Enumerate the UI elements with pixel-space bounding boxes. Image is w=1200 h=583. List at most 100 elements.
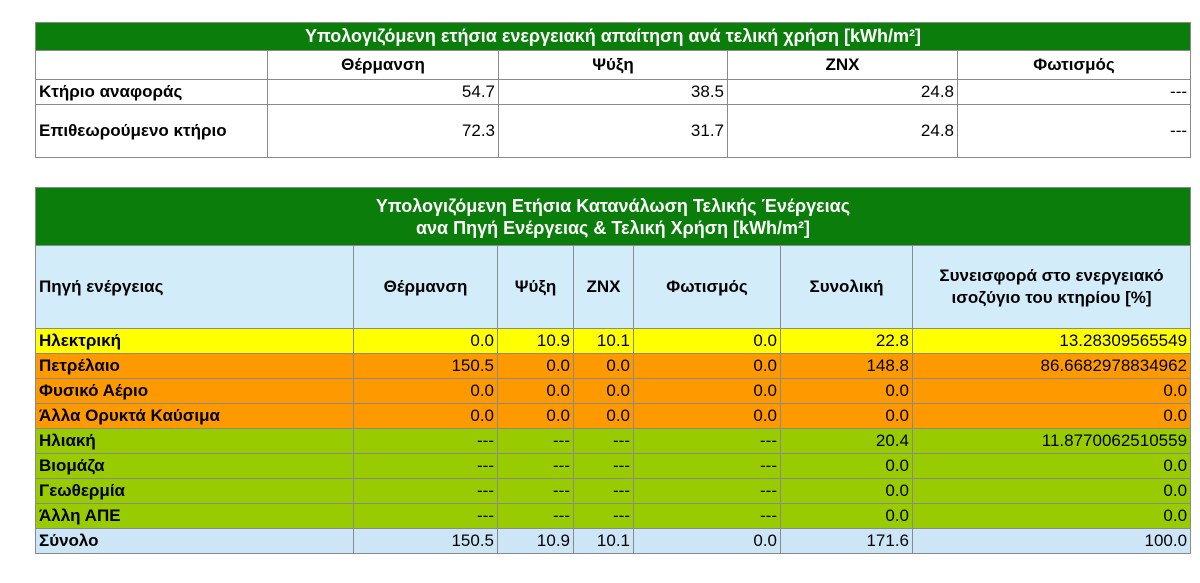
value-cell: 0.0 (497, 378, 574, 404)
value-cell: 11.8770062510559 (911, 428, 1192, 454)
value-cell: --- (497, 503, 574, 529)
column-header: Θέρμανση (353, 245, 498, 329)
value-cell: 86.6682978834962 (911, 353, 1192, 379)
value-cell: 171.6 (780, 528, 913, 554)
value-cell: --- (633, 478, 781, 504)
value-cell: --- (353, 478, 498, 504)
column-header: ZNX (727, 50, 958, 80)
table-row: Πετρέλαιο 150.5 0.0 0.0 0.0 148.8 86.668297883… (35, 353, 1192, 379)
title-line: Υπολογιζόμενη Ετήσια Κατανάλωση Τελικής … (375, 195, 851, 216)
row-label: Βιομάζα (35, 453, 354, 479)
energy-consumption-table: Υπολογιζόμενη Ετήσια Κατανάλωση Τελικής … (34, 187, 1192, 554)
corner-cell (35, 50, 268, 80)
value-cell: 100.0 (911, 528, 1192, 554)
column-header: Συνολική (780, 245, 913, 329)
value-cell: --- (573, 503, 634, 529)
value-cell: 0.0 (633, 528, 781, 554)
value-cell: --- (573, 428, 634, 454)
table-row: Άλλα Ορυκτά Καύσιμα 0.0 0.0 0.0 0.0 0.0 0.0 (35, 403, 1192, 429)
table-row: Σύνολο 150.5 10.9 10.1 0.0 171.6 100.0 (35, 528, 1192, 554)
value-cell: 0.0 (573, 403, 634, 429)
column-header: Ψύξη (498, 50, 728, 80)
value-cell: 10.9 (497, 328, 574, 354)
value-cell: 0.0 (911, 453, 1192, 479)
value-cell: 0.0 (353, 403, 498, 429)
value-cell: 0.0 (911, 403, 1192, 429)
row-label: Επιθεωρούμενο κτήριο (35, 104, 268, 158)
value-cell: 0.0 (633, 353, 781, 379)
value-cell: --- (956, 104, 1192, 158)
energy-demand-table: Υπολογιζόμενη ετήσια ενεργειακή απαίτηση… (34, 22, 1192, 158)
value-cell: --- (633, 428, 781, 454)
value-cell: 150.5 (353, 353, 498, 379)
value-cell: 0.0 (780, 478, 913, 504)
table-row: Φυσικό Αέριο 0.0 0.0 0.0 0.0 0.0 0.0 (35, 378, 1192, 404)
value-cell: 0.0 (573, 353, 634, 379)
column-header: Φωτισμός (956, 50, 1192, 80)
value-cell: 0.0 (911, 378, 1192, 404)
value-cell: 0.0 (780, 503, 913, 529)
row-label: Πετρέλαιο (35, 353, 354, 379)
value-cell: --- (497, 453, 574, 479)
title-line: ανα Πηγή Ενέργειας & Τελική Χρήση [kWh/m… (415, 217, 811, 238)
value-cell: 20.4 (780, 428, 913, 454)
row-label: Άλλη ΑΠΕ (35, 503, 354, 529)
row-label: Γεωθερμία (35, 478, 354, 504)
value-cell: 38.5 (498, 79, 728, 105)
column-header: Ψύξη (497, 245, 574, 329)
table-row: Βιομάζα --- --- --- --- 0.0 0.0 (35, 453, 1192, 479)
table-row: Επιθεωρούμενο κτήριο 72.3 31.7 24.8 --- (35, 104, 1192, 158)
value-cell: 148.8 (780, 353, 913, 379)
value-cell: 150.5 (353, 528, 498, 554)
value-cell: 10.1 (573, 528, 634, 554)
table-title: Υπολογιζόμενη Ετήσια Κατανάλωση Τελικής … (34, 187, 1192, 246)
table-row: Άλλη ΑΠΕ --- --- --- --- 0.0 0.0 (35, 503, 1192, 529)
value-cell: 22.8 (780, 328, 913, 354)
value-cell: 0.0 (353, 378, 498, 404)
column-header: ZNX (573, 245, 634, 329)
row-label: Ηλεκτρική (35, 328, 354, 354)
value-cell: 0.0 (633, 328, 781, 354)
table-row: Ηλιακή --- --- --- --- 20.4 11.8770062510559 (35, 428, 1192, 454)
value-cell: 13.28309565549 (911, 328, 1192, 354)
column-header: Θέρμανση (267, 50, 499, 80)
value-cell: 31.7 (498, 104, 728, 158)
table-title: Υπολογιζόμενη ετήσια ενεργειακή απαίτηση… (34, 22, 1192, 51)
value-cell: 54.7 (267, 79, 499, 105)
row-label: Σύνολο (35, 528, 354, 554)
row-label: Κτήριο αναφοράς (35, 79, 268, 105)
value-cell: --- (353, 428, 498, 454)
value-cell: 0.0 (780, 378, 913, 404)
value-cell: --- (497, 478, 574, 504)
column-header: Φωτισμός (633, 245, 781, 329)
column-header: Πηγή ενέργειας (35, 245, 354, 329)
column-header: Συνεισφορά στο ενεργειακό ισοζύγιο του κ… (911, 245, 1192, 329)
value-cell: 0.0 (780, 403, 913, 429)
value-cell: --- (573, 478, 634, 504)
value-cell: 24.8 (727, 104, 958, 158)
row-label: Άλλα Ορυκτά Καύσιμα (35, 403, 354, 429)
value-cell: --- (633, 503, 781, 529)
value-cell: 0.0 (633, 403, 781, 429)
value-cell: 0.0 (633, 378, 781, 404)
value-cell: 0.0 (353, 328, 498, 354)
value-cell: 0.0 (911, 478, 1192, 504)
table-row: Κτήριο αναφοράς 54.7 38.5 24.8 --- (35, 79, 1192, 105)
value-cell: --- (353, 453, 498, 479)
value-cell: 72.3 (267, 104, 499, 158)
value-cell: 24.8 (727, 79, 958, 105)
value-cell: 10.1 (573, 328, 634, 354)
value-cell: --- (633, 453, 781, 479)
value-cell: --- (497, 428, 574, 454)
value-cell: --- (573, 453, 634, 479)
value-cell: --- (353, 503, 498, 529)
row-label: Φυσικό Αέριο (35, 378, 354, 404)
value-cell: 10.9 (497, 528, 574, 554)
value-cell: 0.0 (497, 403, 574, 429)
table-row: Γεωθερμία --- --- --- --- 0.0 0.0 (35, 478, 1192, 504)
value-cell: 0.0 (780, 453, 913, 479)
value-cell: --- (956, 79, 1192, 105)
value-cell: 0.0 (911, 503, 1192, 529)
table-row: Ηλεκτρική 0.0 10.9 10.1 0.0 22.8 13.2830956554… (35, 328, 1192, 354)
